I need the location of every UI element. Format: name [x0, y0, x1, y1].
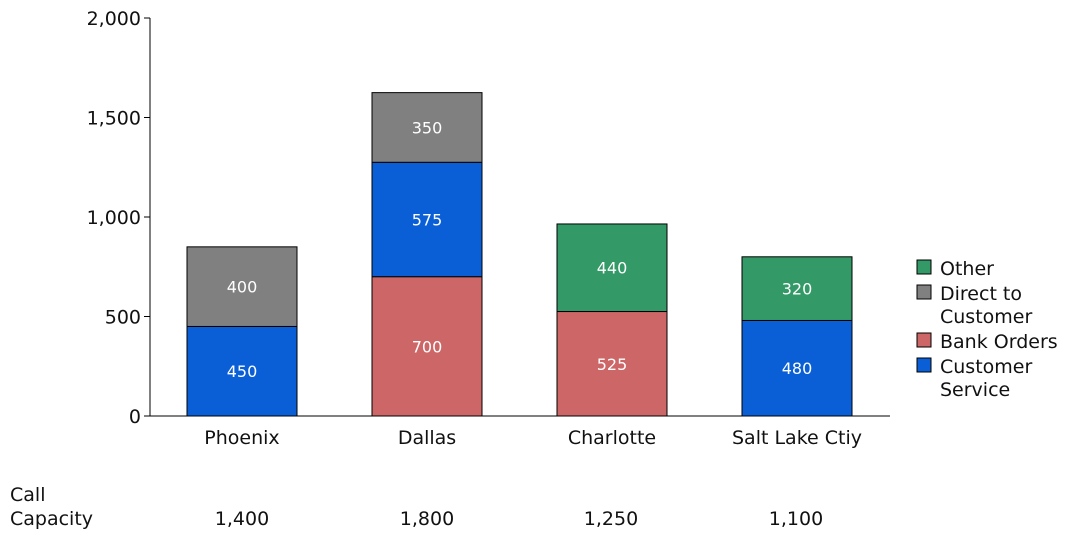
legend-label-bank-orders: Bank Orders — [940, 331, 1058, 353]
legend-swatch-direct-to-customer — [916, 284, 932, 300]
legend-label-direct-to-customer: Direct to Customer — [940, 283, 1032, 328]
capacity-value-salt-lake-city: 1,100 — [768, 508, 824, 530]
legend-label-line: Other — [940, 258, 994, 280]
data-label-customer-service-dallas: 575 — [412, 210, 443, 229]
y-tick-label: 2,000 — [87, 8, 141, 30]
call-capacity-label-line: Call — [10, 484, 46, 506]
call-capacity-label-line: Capacity — [10, 508, 94, 530]
legend-label-line: Customer — [940, 306, 1032, 328]
x-axis: Phoenix Dallas Charlotte Salt Lake Ctiy — [150, 415, 890, 449]
x-tick-label: Salt Lake Ctiy — [732, 427, 862, 449]
data-label-other-charlotte: 440 — [597, 259, 628, 278]
bar-other-charlotte — [556, 223, 668, 313]
legend-swatch-customer-service — [916, 357, 932, 373]
legend-label-line: Bank Orders — [940, 331, 1058, 353]
legend-swatch-other — [916, 259, 932, 275]
bar-other-salt-lake-ctiy — [741, 256, 853, 321]
data-label-customer-service-salt-lake-ctiy: 480 — [782, 359, 813, 378]
y-tick-label: 1,000 — [87, 207, 141, 229]
call-capacity-label: Call Capacity — [10, 483, 93, 531]
bar-direct-to-customer-dallas — [371, 92, 483, 163]
x-tick-label: Dallas — [398, 427, 456, 449]
x-tick-label: Charlotte — [568, 427, 656, 449]
data-label-bank-orders-charlotte: 525 — [597, 355, 628, 374]
bar-bank-orders-dallas — [371, 276, 483, 417]
data-label-direct-to-customer-phoenix: 400 — [227, 278, 258, 297]
data-label-bank-orders-dallas: 700 — [412, 337, 443, 356]
legend-label-line: Customer — [940, 356, 1032, 378]
capacity-value-phoenix: 1,400 — [214, 508, 270, 530]
data-label-direct-to-customer-dallas: 350 — [412, 118, 443, 137]
y-tick-label: 500 — [105, 307, 141, 329]
y-tick-label: 1,500 — [87, 108, 141, 130]
x-tick-label: Phoenix — [204, 427, 279, 449]
capacity-value-charlotte: 1,250 — [583, 508, 639, 530]
legend-label-line: Direct to — [940, 283, 1022, 305]
bar-direct-to-customer-phoenix — [186, 246, 298, 327]
data-label-customer-service-phoenix: 450 — [227, 362, 258, 381]
data-label-other-salt-lake-ctiy: 320 — [782, 280, 813, 299]
capacity-value-dallas: 1,800 — [399, 508, 455, 530]
legend-label-other: Other — [940, 258, 994, 280]
legend-swatch-bank-orders — [916, 332, 932, 348]
y-tick-label: 0 — [129, 406, 141, 428]
y-axis: 0 500 1,000 1,500 2,000 — [87, 8, 151, 428]
bar-segments: 450 400 700 575 350 525 440 480 320 — [186, 92, 853, 417]
legend-label-customer-service: Customer Service — [940, 356, 1032, 401]
bar-bank-orders-charlotte — [556, 311, 668, 417]
bar-customer-service-salt-lake-ctiy — [741, 319, 853, 417]
legend-label-line: Service — [940, 379, 1010, 401]
